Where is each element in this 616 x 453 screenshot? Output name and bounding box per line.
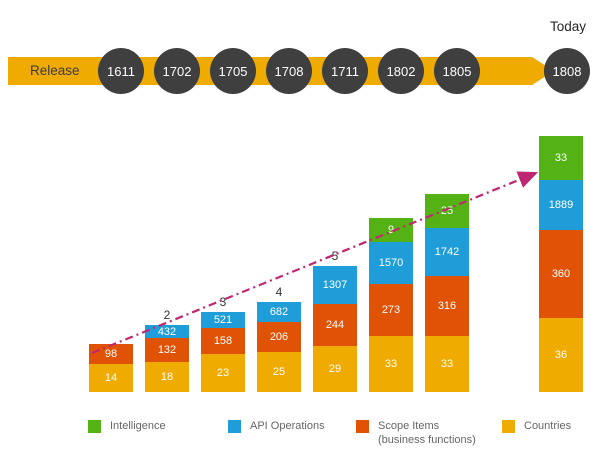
release-circle: 1705 <box>210 48 256 94</box>
bar-segment-scope-items-business-functions: 132 <box>145 338 189 362</box>
bar-segment-api-operations: 1570 <box>369 242 413 284</box>
legend-item: API Operations <box>228 419 325 433</box>
release-circle: 1611 <box>98 48 144 94</box>
legend-label: Countries <box>524 420 572 432</box>
bar-top-label: 3 <box>219 295 227 309</box>
bar-segment-api-operations: 1307 <box>313 266 357 304</box>
bar-segment-countries: 33 <box>369 336 413 392</box>
bar-segment-api-operations: 1742 <box>425 228 469 276</box>
legend-label: Scope Items (business functions) <box>378 420 476 446</box>
legend-label: Intelligence <box>110 420 166 432</box>
legend-swatch <box>88 420 101 433</box>
legend-swatch <box>356 420 369 433</box>
bar-segment-scope-items-business-functions: 316 <box>425 276 469 336</box>
bar-top-label: 2 <box>163 308 171 322</box>
bar-segment-countries: 29 <box>313 346 357 392</box>
release-label: Release <box>30 63 80 78</box>
bar-top-label: 4 <box>275 285 283 299</box>
release-circle: 1808 <box>544 48 590 94</box>
bar-segment-intelligence: 33 <box>539 136 583 180</box>
today-label: Today <box>549 19 587 34</box>
bar-segment-countries: 18 <box>145 362 189 392</box>
bar-segment-countries: 33 <box>425 336 469 392</box>
bar-segment-countries: 36 <box>539 318 583 392</box>
bar-segment-intelligence: 9 <box>369 218 413 242</box>
release-circle: 1802 <box>378 48 424 94</box>
bar-segment-countries: 25 <box>257 352 301 392</box>
bar-segment-scope-items-business-functions: 273 <box>369 284 413 336</box>
bar-segment-scope-items-business-functions: 244 <box>313 304 357 346</box>
bar-segment-api-operations: 1889 <box>539 180 583 230</box>
bar-segment-api-operations: 521 <box>201 312 245 328</box>
bar-segment-countries: 14 <box>89 364 133 392</box>
bar-segment-api-operations: 432 <box>145 325 189 338</box>
bar-segment-scope-items-business-functions: 206 <box>257 322 301 352</box>
bar-segment-scope-items-business-functions: 98 <box>89 344 133 364</box>
release-circle: 1711 <box>322 48 368 94</box>
legend-item: Scope Items (business functions) <box>356 419 476 447</box>
bar-segment-scope-items-business-functions: 360 <box>539 230 583 318</box>
bar-segment-intelligence: 25 <box>425 194 469 228</box>
legend-item: Intelligence <box>88 419 166 433</box>
legend-label: API Operations <box>250 420 325 432</box>
legend-swatch <box>502 420 515 433</box>
legend-swatch <box>228 420 241 433</box>
bar-top-label: 5 <box>331 249 339 263</box>
bar-segment-api-operations: 682 <box>257 302 301 322</box>
release-circle: 1702 <box>154 48 200 94</box>
release-circle: 1805 <box>434 48 480 94</box>
bar-segment-countries: 23 <box>201 354 245 392</box>
legend-item: Countries <box>502 419 571 433</box>
release-circle: 1708 <box>266 48 312 94</box>
bar-segment-scope-items-business-functions: 158 <box>201 328 245 354</box>
